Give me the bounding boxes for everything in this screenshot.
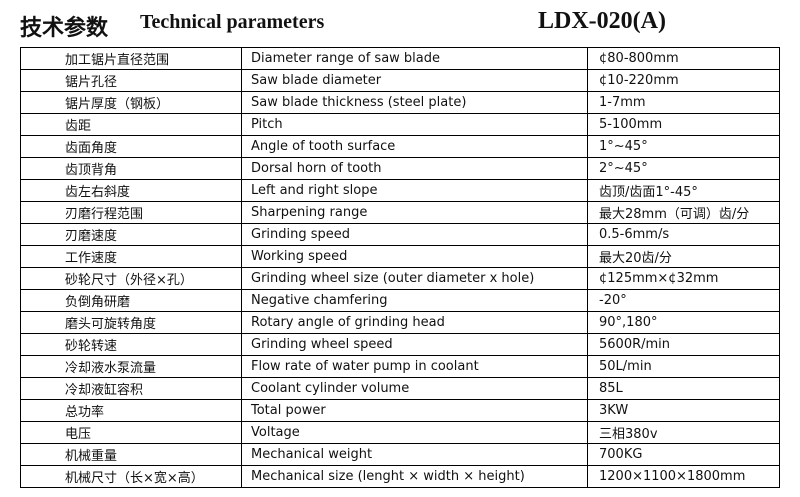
table-row: 齿顶背角 Dorsal horn of tooth 2°~45° — [20, 157, 780, 180]
model: LDX-020(A) — [538, 8, 666, 34]
table-row: 齿左右斜度 Left and right slope 齿顶/齿面1°-45° — [20, 179, 780, 202]
param-en: Grinding wheel size (outer diameter x ho… — [241, 267, 588, 290]
table-row: 砂轮尺寸（外径×孔） Grinding wheel size (outer dia… — [20, 267, 780, 290]
table-row: 总功率 Total power 3KW — [20, 399, 780, 422]
table-row: 电压 Voltage 三相380v — [20, 421, 780, 444]
param-cn: 齿左右斜度 — [20, 179, 242, 202]
param-en: Dorsal horn of tooth — [241, 157, 588, 180]
title-en: Technical parameters — [140, 11, 325, 33]
table-row: 负倒角研磨 Negative chamfering -20° — [20, 289, 780, 312]
param-cn: 工作速度 — [20, 245, 242, 268]
table-row: 锯片厚度（钢板） Saw blade thickness (steel plate… — [20, 91, 780, 114]
param-value: ¢125mm×¢32mm — [587, 267, 780, 290]
param-value: 1°~45° — [587, 135, 780, 158]
table-row: 锯片孔径 Saw blade diameter ¢10-220mm — [20, 69, 780, 92]
table-row: 机械尺寸（长×宽×高） Mechanical size (lenght × wid… — [20, 465, 780, 488]
param-cn: 刃磨速度 — [20, 223, 242, 246]
param-en: Flow rate of water pump in coolant — [241, 355, 588, 378]
param-cn: 锯片厚度（钢板） — [20, 91, 242, 114]
param-value: 2°~45° — [587, 157, 780, 180]
param-value: ¢10-220mm — [587, 69, 780, 92]
param-en: Working speed — [241, 245, 588, 268]
param-value: 最大28mm（可调）齿/分 — [587, 201, 780, 224]
param-value: 5-100mm — [587, 113, 780, 136]
param-en: Mechanical size (lenght × width × height… — [241, 465, 588, 488]
param-en: Grinding wheel speed — [241, 333, 588, 356]
param-value: 最大20齿/分 — [587, 245, 780, 268]
param-value: ¢80-800mm — [587, 47, 780, 70]
param-cn: 加工锯片直径范围 — [20, 47, 242, 70]
param-value: 1200×1100×1800mm — [587, 465, 780, 488]
table-row: 齿距 Pitch 5-100mm — [20, 113, 780, 136]
table-row: 冷却液水泵流量 Flow rate of water pump in coolan… — [20, 355, 780, 378]
param-cn: 刃磨行程范围 — [20, 201, 242, 224]
param-cn: 总功率 — [20, 399, 242, 422]
table-row: 磨头可旋转角度 Rotary angle of grinding head 90°,… — [20, 311, 780, 334]
table-row: 刃磨行程范围 Sharpening range 最大28mm（可调）齿/分 — [20, 201, 780, 224]
param-value: 85L — [587, 377, 780, 400]
param-cn: 锯片孔径 — [20, 69, 242, 92]
param-value: 50L/min — [587, 355, 780, 378]
param-cn: 冷却液水泵流量 — [20, 355, 242, 378]
param-value: 5600R/min — [587, 333, 780, 356]
param-cn: 机械重量 — [20, 443, 242, 466]
param-cn: 砂轮转速 — [20, 333, 242, 356]
param-en: Negative chamfering — [241, 289, 588, 312]
param-cn: 负倒角研磨 — [20, 289, 242, 312]
param-value: 90°,180° — [587, 311, 780, 334]
param-value: 3KW — [587, 399, 780, 422]
param-value: 齿顶/齿面1°-45° — [587, 179, 780, 202]
param-cn: 齿面角度 — [20, 135, 242, 158]
param-en: Mechanical weight — [241, 443, 588, 466]
param-en: Rotary angle of grinding head — [241, 311, 588, 334]
table-row: 冷却液缸容积 Coolant cylinder volume 85L — [20, 377, 780, 400]
param-en: Pitch — [241, 113, 588, 136]
param-en: Saw blade thickness (steel plate) — [241, 91, 588, 114]
param-en: Total power — [241, 399, 588, 422]
param-cn: 电压 — [20, 421, 242, 444]
param-value: -20° — [587, 289, 780, 312]
param-en: Coolant cylinder volume — [241, 377, 588, 400]
param-cn: 砂轮尺寸（外径×孔） — [20, 267, 242, 290]
table-row: 加工锯片直径范围 Diameter range of saw blade ¢80-8… — [20, 47, 780, 70]
param-value: 1-7mm — [587, 91, 780, 114]
param-cn: 磨头可旋转角度 — [20, 311, 242, 334]
param-en: Grinding speed — [241, 223, 588, 246]
param-cn: 齿距 — [20, 113, 242, 136]
param-en: Angle of tooth surface — [241, 135, 588, 158]
param-en: Sharpening range — [241, 201, 588, 224]
param-value: 700KG — [587, 443, 780, 466]
param-cn: 冷却液缸容积 — [20, 377, 242, 400]
param-value: 0.5-6mm/s — [587, 223, 780, 246]
param-en: Saw blade diameter — [241, 69, 588, 92]
table-row: 砂轮转速 Grinding wheel speed 5600R/min — [20, 333, 780, 356]
table-row: 刃磨速度 Grinding speed 0.5-6mm/s — [20, 223, 780, 246]
table-row: 工作速度 Working speed 最大20齿/分 — [20, 245, 780, 268]
param-en: Voltage — [241, 421, 588, 444]
title-cn: 技术参数 — [20, 16, 109, 41]
table-row: 齿面角度 Angle of tooth surface 1°~45° — [20, 135, 780, 158]
param-en: Left and right slope — [241, 179, 588, 202]
param-value: 三相380v — [587, 421, 780, 444]
param-cn: 机械尺寸（长×宽×高） — [20, 465, 242, 488]
param-en: Diameter range of saw blade — [241, 47, 588, 70]
table-row: 机械重量 Mechanical weight 700KG — [20, 443, 780, 466]
parameter-table: 加工锯片直径范围 Diameter range of saw blade ¢80-8… — [20, 47, 780, 488]
param-cn: 齿顶背角 — [20, 157, 242, 180]
